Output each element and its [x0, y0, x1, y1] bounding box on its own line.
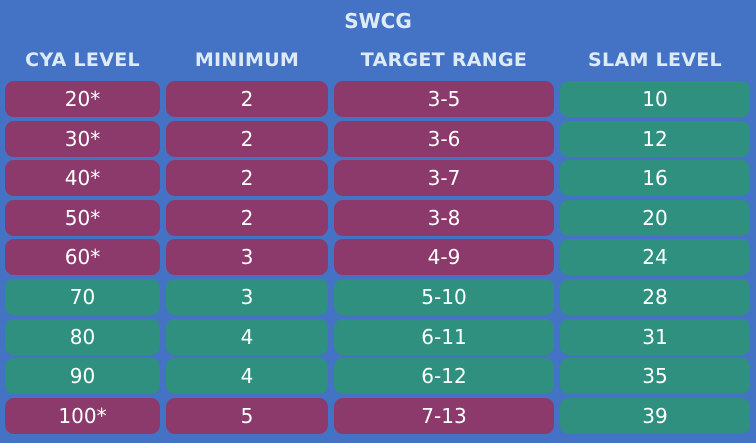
table-row: 100* 5 7-13 39	[0, 398, 756, 434]
table-row: 50* 2 3-8 20	[0, 200, 756, 236]
cya-level-cell: 30*	[5, 121, 160, 157]
cya-level-cell: 40*	[5, 160, 160, 196]
minimum-cell: 3	[166, 279, 328, 315]
slam-level-cell: 24	[560, 239, 750, 275]
table-row: 90 4 6-12 35	[0, 358, 756, 394]
target-range-cell: 6-11	[334, 319, 554, 355]
slam-level-cell: 16	[560, 160, 750, 196]
cya-level-cell: 20*	[5, 81, 160, 117]
slam-level-cell: 28	[560, 279, 750, 315]
header-target-range: TARGET RANGE	[360, 49, 528, 71]
target-range-cell: 6-12	[334, 358, 554, 394]
minimum-cell: 3	[166, 239, 328, 275]
table-row: 60* 3 4-9 24	[0, 239, 756, 275]
cya-level-cell: 70	[5, 279, 160, 315]
header-slam-level: SLAM LEVEL	[588, 49, 722, 71]
target-range-cell: 3-5	[334, 81, 554, 117]
slam-level-cell: 12	[560, 121, 750, 157]
cya-level-cell: 90	[5, 358, 160, 394]
table-row: 20* 2 3-5 10	[0, 81, 756, 117]
minimum-cell: 4	[166, 319, 328, 355]
minimum-cell: 2	[166, 160, 328, 196]
cya-level-cell: 50*	[5, 200, 160, 236]
minimum-cell: 2	[166, 81, 328, 117]
minimum-cell: 5	[166, 398, 328, 434]
slam-level-cell: 31	[560, 319, 750, 355]
table-row: 70 3 5-10 28	[0, 279, 756, 315]
slam-level-cell: 35	[560, 358, 750, 394]
cya-level-cell: 80	[5, 319, 160, 355]
target-range-cell: 3-8	[334, 200, 554, 236]
table-title: SWCG	[344, 9, 412, 33]
slam-level-cell: 10	[560, 81, 750, 117]
slam-level-cell: 20	[560, 200, 750, 236]
cya-level-cell: 60*	[5, 239, 160, 275]
target-range-cell: 3-7	[334, 160, 554, 196]
minimum-cell: 4	[166, 358, 328, 394]
table-row: 40* 2 3-7 16	[0, 160, 756, 196]
slam-level-cell: 39	[560, 398, 750, 434]
target-range-cell: 4-9	[334, 239, 554, 275]
header-minimum: MINIMUM	[194, 49, 300, 71]
header-cya-level: CYA LEVEL	[25, 49, 140, 71]
target-range-cell: 5-10	[334, 279, 554, 315]
minimum-cell: 2	[166, 121, 328, 157]
target-range-cell: 7-13	[334, 398, 554, 434]
column-headers: CYA LEVEL MINIMUM TARGET RANGE SLAM LEVE…	[0, 44, 756, 76]
table-row: 80 4 6-11 31	[0, 319, 756, 355]
minimum-cell: 2	[166, 200, 328, 236]
table-row: 30* 2 3-6 12	[0, 121, 756, 157]
target-range-cell: 3-6	[334, 121, 554, 157]
cya-level-cell: 100*	[5, 398, 160, 434]
